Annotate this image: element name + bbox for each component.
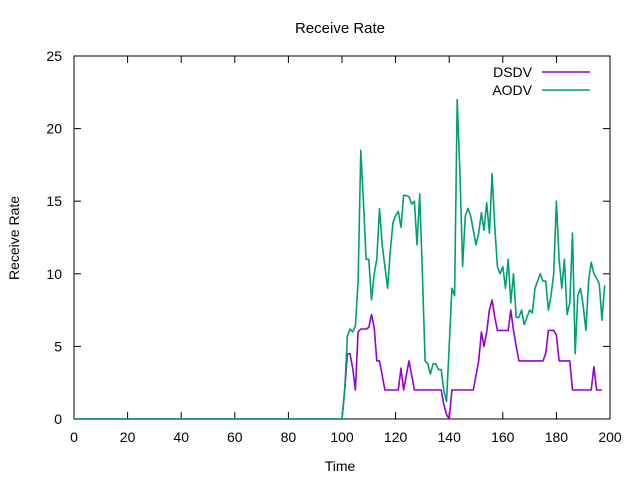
- legend: DSDV AODV: [492, 64, 590, 98]
- chart-title: Receive Rate: [295, 20, 385, 37]
- legend-label-dsdv: DSDV: [493, 64, 533, 80]
- x-tick-label: 200: [598, 429, 622, 445]
- x-axis-ticks: 0 20 40 60 80 100 120 140 160 180 200: [70, 56, 622, 445]
- x-tick-label: 100: [330, 429, 354, 445]
- x-axis-label: Time: [325, 458, 356, 474]
- x-tick-label: 20: [120, 429, 136, 445]
- x-tick-label: 160: [491, 429, 515, 445]
- x-tick-label: 0: [70, 429, 78, 445]
- y-tick-label: 10: [46, 266, 62, 282]
- y-axis-label: Receive Rate: [6, 196, 22, 280]
- y-tick-label: 15: [46, 193, 62, 209]
- y-tick-label: 25: [46, 48, 62, 64]
- y-tick-label: 20: [46, 121, 62, 137]
- series-line-aodv: [74, 98, 606, 420]
- y-axis-ticks: 0 5 10 15 20 25: [46, 48, 610, 427]
- x-tick-label: 140: [438, 429, 462, 445]
- y-tick-label: 5: [54, 338, 62, 354]
- series-lines: [74, 98, 606, 420]
- x-tick-label: 60: [227, 429, 243, 445]
- x-tick-label: 120: [384, 429, 408, 445]
- legend-label-aodv: AODV: [492, 82, 532, 98]
- x-tick-label: 40: [173, 429, 189, 445]
- plot-frame: [73, 55, 611, 420]
- y-tick-label: 0: [54, 411, 62, 427]
- x-tick-label: 180: [545, 429, 569, 445]
- x-tick-label: 80: [281, 429, 297, 445]
- series-line-dsdv: [74, 299, 602, 420]
